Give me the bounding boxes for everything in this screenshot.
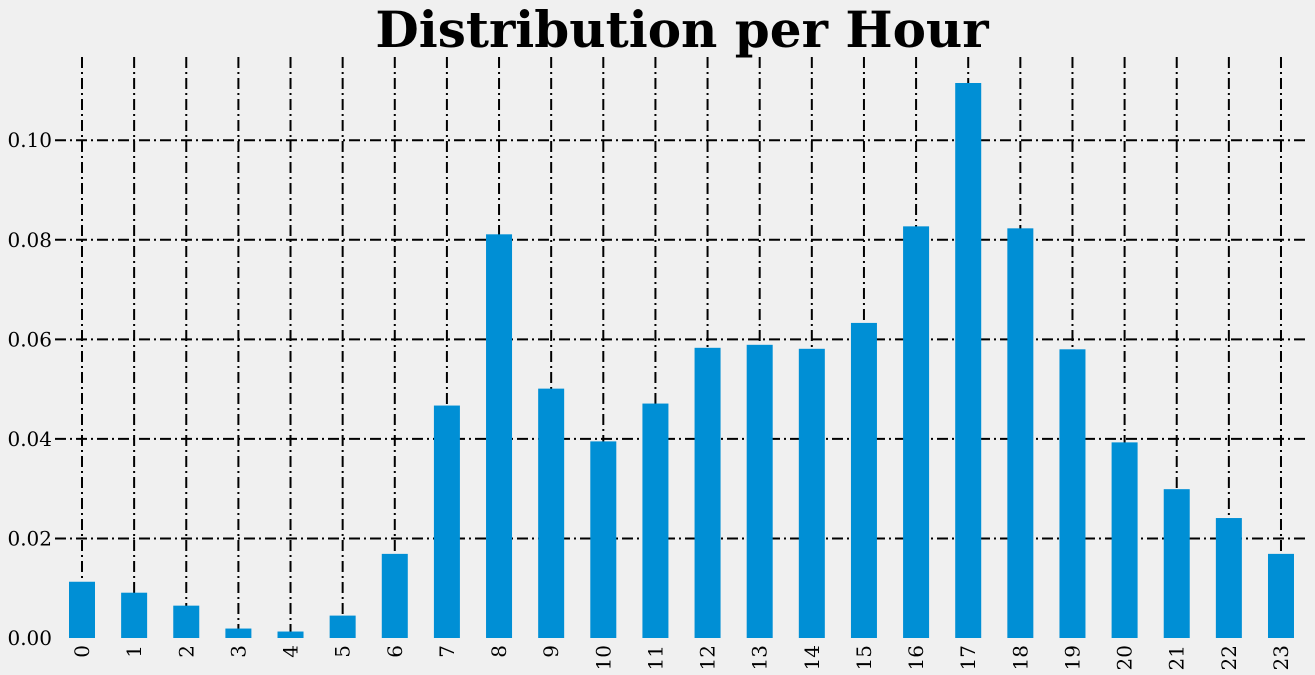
x-tick-label: 23 — [1269, 645, 1293, 670]
x-tick-label: 20 — [1113, 645, 1137, 670]
bar-hour-17 — [955, 83, 982, 638]
x-tick-label: 8 — [487, 645, 511, 658]
bar-hour-18 — [1007, 228, 1034, 639]
x-tick-label: 13 — [748, 645, 772, 670]
bar-hour-9 — [538, 388, 565, 638]
x-tick-label: 17 — [956, 645, 980, 670]
bar-hour-8 — [486, 234, 513, 638]
x-tick-label: 7 — [435, 645, 459, 658]
bar-hour-4 — [277, 631, 304, 638]
bar-hour-2 — [173, 605, 200, 638]
x-tick-label: 15 — [852, 645, 876, 670]
bar-hour-10 — [590, 441, 617, 638]
y-tick-label: 0.06 — [7, 327, 52, 351]
x-tick-labels: 0 1 2 3 4 5 6 7 8 9 10 11 12 13 14 15 16 17 18 19 20 21 22 23 — [70, 645, 1293, 670]
bar-hour-14 — [798, 348, 825, 638]
bar-hour-3 — [225, 628, 252, 638]
x-tick-label: 4 — [279, 645, 303, 658]
y-tick-label: 0.10 — [7, 128, 52, 152]
bar-hour-13 — [746, 344, 773, 638]
bar-hour-22 — [1215, 518, 1242, 638]
x-tick-label: 3 — [226, 645, 250, 658]
bar-hour-16 — [903, 226, 930, 639]
bar-hour-5 — [329, 615, 356, 638]
bars — [69, 83, 1294, 639]
y-tick-label: 0.08 — [7, 228, 52, 252]
x-tick-label: 1 — [122, 645, 146, 658]
x-tick-label: 9 — [539, 645, 563, 658]
bar-hour-1 — [121, 592, 148, 638]
bar-hour-23 — [1267, 553, 1294, 638]
x-tick-label: 22 — [1217, 645, 1241, 670]
x-tick-label: 18 — [1008, 645, 1032, 670]
x-tick-label: 2 — [174, 645, 198, 658]
x-tick-label: 5 — [331, 645, 355, 658]
bar-hour-7 — [433, 405, 460, 638]
bar-hour-19 — [1059, 349, 1086, 638]
bar-hour-15 — [850, 322, 877, 638]
x-tick-label: 10 — [591, 645, 615, 670]
bar-hour-20 — [1111, 442, 1138, 638]
x-tick-label: 21 — [1165, 645, 1189, 670]
y-tick-label: 0.04 — [7, 427, 52, 451]
x-tick-label: 14 — [800, 645, 824, 670]
x-tick-label: 6 — [383, 645, 407, 658]
bar-hour-21 — [1163, 489, 1190, 638]
y-tick-labels: 0.00 0.02 0.04 0.06 0.08 0.10 — [7, 128, 52, 650]
y-tick-label: 0.02 — [7, 526, 52, 550]
bar-hour-12 — [694, 347, 721, 638]
bar-hour-6 — [381, 553, 408, 638]
x-tick-label: 16 — [904, 645, 928, 670]
x-tick-label: 19 — [1060, 645, 1084, 670]
x-tick-label: 12 — [696, 645, 720, 670]
x-tick-label: 11 — [643, 645, 667, 670]
chart-title: Distribution per Hour — [375, 0, 989, 59]
y-tick-label: 0.00 — [7, 626, 52, 650]
bar-hour-11 — [642, 403, 669, 638]
x-tick-label: 0 — [70, 645, 94, 658]
bar-hour-0 — [69, 581, 95, 638]
